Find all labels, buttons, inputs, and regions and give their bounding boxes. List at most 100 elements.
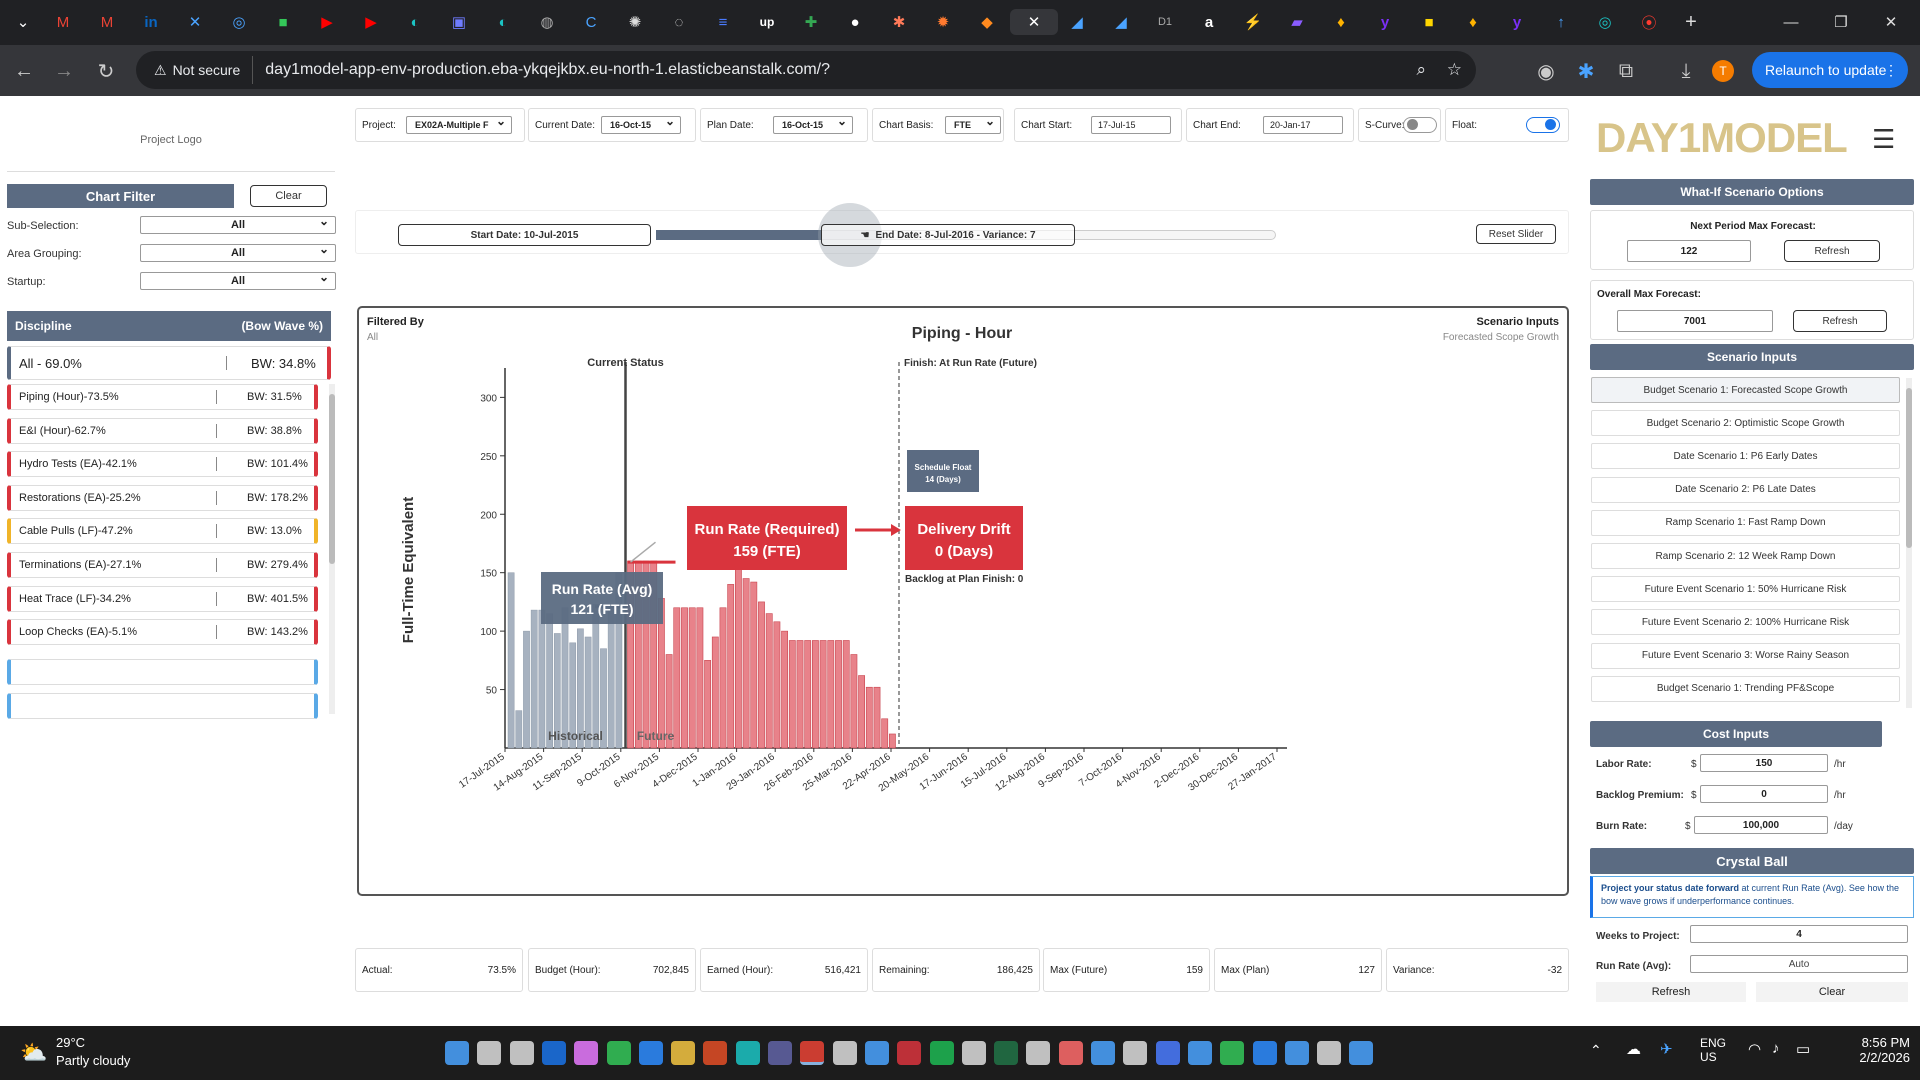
obs-icon[interactable] <box>1123 1041 1148 1065</box>
app-icon[interactable] <box>1155 1041 1180 1065</box>
hamburger-menu-icon[interactable]: ☰ <box>1872 124 1896 154</box>
tab-app-icon[interactable]: ■ <box>1424 13 1434 31</box>
scenario-scrollbar[interactable] <box>1906 378 1912 708</box>
discipline-row[interactable]: Piping (Hour)-73.5% BW: 31.5% <box>7 384 318 410</box>
tab-compass-icon[interactable]: ◎ <box>232 14 246 31</box>
spotify-icon[interactable] <box>929 1041 954 1065</box>
tab-app-icon[interactable]: ◆ <box>981 14 993 31</box>
scenario-item[interactable]: Ramp Scenario 1: Fast Ramp Down <box>1591 509 1900 536</box>
p6-icon[interactable] <box>897 1041 922 1065</box>
url-text[interactable]: day1model-app-env-production.eba-ykqejkb… <box>265 61 831 78</box>
backlog-premium-input[interactable]: 0 <box>1700 785 1828 803</box>
clock[interactable]: 8:56 PM 2/2/2026 <box>1859 1035 1910 1065</box>
tab-app-icon[interactable]: ◐ <box>498 13 508 31</box>
scenario-scroll-thumb[interactable] <box>1906 388 1912 548</box>
crystal-refresh-button[interactable]: Refresh <box>1596 982 1746 1002</box>
notepad-icon[interactable] <box>961 1041 986 1065</box>
chart-end-input[interactable]: 20-Jan-17 <box>1263 116 1343 134</box>
next-period-refresh-button[interactable]: Refresh <box>1784 240 1880 262</box>
battery-icon[interactable]: ▭ <box>1796 1041 1811 1058</box>
vscode-icon[interactable] <box>1252 1041 1277 1065</box>
tab-app-icon[interactable]: ↑ <box>1557 13 1565 31</box>
clear-filter-button[interactable]: Clear <box>250 185 327 207</box>
labor-rate-input[interactable]: 150 <box>1700 754 1828 772</box>
scenario-item[interactable]: Future Event Scenario 2: 100% Hurricane … <box>1591 609 1900 636</box>
language-indicator[interactable]: ENG US <box>1700 1036 1727 1064</box>
not-secure-chip[interactable]: ⚠ Not secure <box>146 56 254 84</box>
tab-app-icon[interactable]: C <box>585 13 597 31</box>
download-icon[interactable]: ⤓ <box>1681 59 1691 82</box>
discipline-row[interactable]: Cable Pulls (LF)-47.2% BW: 13.0% <box>7 518 318 545</box>
more-menu-icon[interactable]: ⋮ <box>1884 61 1898 78</box>
app-icon[interactable] <box>1220 1041 1245 1065</box>
area-grouping-select[interactable]: All <box>140 242 336 262</box>
security-icon[interactable] <box>606 1041 631 1065</box>
next-period-input[interactable]: 122 <box>1627 240 1751 262</box>
weather-temp[interactable]: 29°C <box>56 1035 86 1050</box>
volume-icon[interactable]: ♪ <box>1772 1040 1780 1057</box>
forward-icon[interactable]: → <box>54 59 74 82</box>
tab-app-icon[interactable]: ⚡ <box>1243 14 1263 31</box>
omnibox[interactable]: ⚠ Not secure day1model-app-env-production… <box>136 51 1476 89</box>
snipping-icon[interactable] <box>832 1041 857 1065</box>
tab-app-icon[interactable]: ◐ <box>410 13 420 31</box>
new-tab-button[interactable]: + <box>1685 10 1697 33</box>
weather-desc[interactable]: Partly cloudy <box>56 1053 131 1068</box>
tab-sheets-icon[interactable]: ✚ <box>804 14 818 31</box>
tab-app-icon[interactable]: ◢ <box>1115 14 1127 31</box>
scenario-item[interactable]: Budget Scenario 2: Optimistic Scope Grow… <box>1591 410 1900 437</box>
tab-app-icon[interactable]: ▣ <box>451 14 467 31</box>
scenario-item[interactable]: Date Scenario 1: P6 Early Dates <box>1591 443 1900 470</box>
tab-amazon-icon[interactable]: a <box>1204 13 1214 31</box>
search-icon[interactable] <box>477 1041 502 1065</box>
extensions-puzzle-icon[interactable]: ⧉ <box>1618 59 1634 82</box>
scenario-item[interactable]: Budget Scenario 1: Forecasted Scope Grow… <box>1591 377 1900 403</box>
reload-icon[interactable]: ↻ <box>97 60 115 83</box>
excel-icon[interactable] <box>994 1041 1019 1065</box>
discipline-row[interactable]: Restorations (EA)-25.2% BW: 178.2% <box>7 484 318 511</box>
chrome-icon[interactable] <box>800 1041 825 1065</box>
start-icon[interactable] <box>445 1041 469 1065</box>
extension-icon[interactable]: ◉ <box>1537 60 1555 83</box>
tab-globe-icon[interactable]: ◍ <box>540 14 554 31</box>
zoom-icon[interactable]: ⌕ <box>1416 60 1426 79</box>
tab-flame-icon[interactable]: ♦ <box>1337 13 1345 31</box>
overall-max-refresh-button[interactable]: Refresh <box>1793 310 1887 332</box>
chart-basis-select[interactable]: FTE <box>945 114 1001 134</box>
settings-app-icon[interactable] <box>864 1041 889 1065</box>
discipline-row[interactable]: Terminations (EA)-27.1% BW: 279.4% <box>7 552 318 578</box>
gear-icon[interactable] <box>1317 1041 1342 1065</box>
run-rate-avg-input[interactable]: Auto <box>1690 955 1908 973</box>
tab-record-icon[interactable]: ⦿ <box>1641 14 1657 32</box>
tab-app-icon[interactable]: ✹ <box>936 14 950 31</box>
tab-search-icon[interactable]: ⌄ <box>16 14 30 31</box>
zoom-icon[interactable] <box>638 1041 663 1065</box>
active-tab[interactable]: ✕ <box>1010 9 1058 35</box>
current-date-select[interactable]: 16-Oct-15 <box>601 114 681 134</box>
back-icon[interactable]: ← <box>14 59 34 82</box>
tab-app-icon[interactable]: ◢ <box>1071 14 1083 31</box>
tab-close-icon[interactable]: ✕ <box>1027 14 1041 31</box>
tab-linkedin-icon[interactable]: in <box>144 13 158 31</box>
tab-app-icon[interactable]: D1 <box>1157 16 1173 28</box>
tab-app-icon[interactable]: ◌ <box>674 13 684 31</box>
edge-icon[interactable] <box>735 1041 760 1065</box>
tab-gmail-icon[interactable]: M <box>100 13 114 31</box>
tab-gmail-icon[interactable]: M <box>56 13 70 31</box>
window-close-icon[interactable]: ✕ <box>1884 14 1898 31</box>
weather-icon[interactable]: ⛅ <box>20 1040 48 1065</box>
tab-yahoo-icon[interactable]: y <box>1380 13 1390 31</box>
restore-icon[interactable]: ❐ <box>1834 14 1848 31</box>
outlook-icon[interactable] <box>541 1041 566 1065</box>
discipline-row[interactable]: E&I (Hour)-62.7% BW: 38.8% <box>7 417 318 444</box>
plan-date-select[interactable]: 16-Oct-15 <box>773 114 853 134</box>
discipline-scrollbar[interactable] <box>329 384 335 714</box>
chart-start-input[interactable]: 17-Jul-15 <box>1091 116 1171 134</box>
app-icon[interactable] <box>1091 1041 1115 1065</box>
startup-select[interactable]: All <box>140 270 336 290</box>
scenario-item[interactable]: Future Event Scenario 3: Worse Rainy Sea… <box>1591 642 1900 669</box>
discipline-scroll-thumb[interactable] <box>329 394 335 564</box>
tab-hubspot-icon[interactable]: ✱ <box>892 14 906 31</box>
scenario-item[interactable]: Date Scenario 2: P6 Late Dates <box>1591 476 1900 503</box>
scenario-item[interactable]: Budget Scenario 1: Trending PF&Scope <box>1591 675 1900 702</box>
